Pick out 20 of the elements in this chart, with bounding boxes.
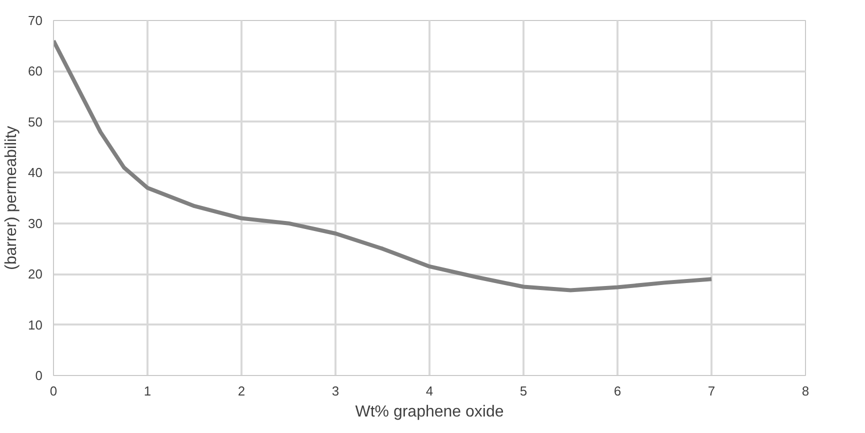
x-tick-label: 5 — [520, 384, 528, 398]
x-tick-label: 8 — [802, 384, 810, 398]
x-tick-label: 6 — [614, 384, 622, 398]
y-tick-label: 30 — [28, 216, 43, 231]
y-tick-label: 70 — [28, 13, 43, 28]
y-tick-label: 40 — [28, 165, 43, 180]
x-axis-title: Wt% graphene oxide — [355, 404, 504, 420]
x-tick-label: 4 — [426, 384, 434, 398]
y-axis-title: (barrer) permeability — [3, 126, 20, 270]
y-tick-label: 0 — [35, 368, 43, 383]
x-tick-label: 0 — [50, 384, 58, 398]
x-tick-label: 1 — [144, 384, 152, 398]
x-tick-label: 7 — [708, 384, 716, 398]
x-tick-label: 2 — [238, 384, 246, 398]
line-series — [54, 38, 714, 292]
x-tick-label: 3 — [332, 384, 340, 398]
y-tick-label: 10 — [28, 317, 43, 332]
y-tick-label: 50 — [28, 114, 43, 130]
y-tick-label: 20 — [28, 266, 43, 282]
y-tick-label: 60 — [28, 64, 43, 79]
